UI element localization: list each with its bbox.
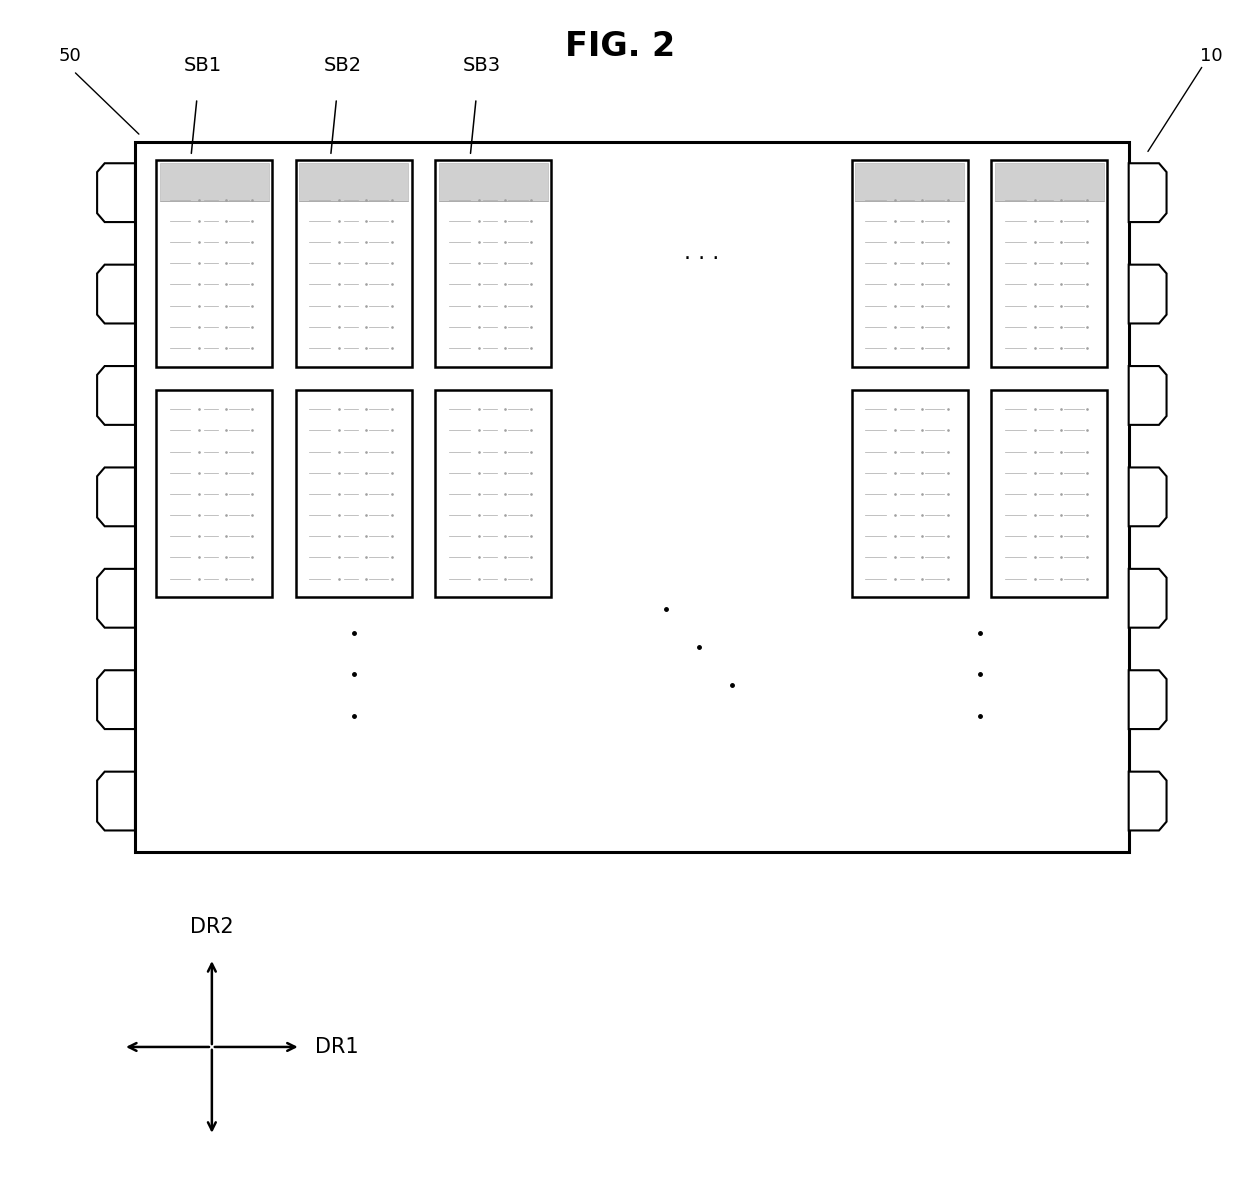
Polygon shape: [97, 569, 135, 628]
Bar: [439, 163, 548, 201]
Polygon shape: [1128, 671, 1167, 729]
Text: 50: 50: [58, 47, 81, 65]
Polygon shape: [97, 163, 135, 222]
Bar: [296, 390, 412, 597]
Bar: [156, 160, 273, 367]
Polygon shape: [1128, 366, 1167, 425]
Bar: [160, 163, 269, 201]
Bar: [856, 163, 965, 201]
Text: SB3: SB3: [463, 56, 501, 75]
Bar: [992, 390, 1107, 597]
Text: SB2: SB2: [324, 56, 362, 75]
Bar: [435, 390, 552, 597]
Polygon shape: [97, 467, 135, 526]
Bar: [156, 390, 273, 597]
Bar: [135, 142, 1128, 852]
Text: FIG. 2: FIG. 2: [565, 30, 675, 63]
Bar: [994, 163, 1104, 201]
Polygon shape: [97, 671, 135, 729]
Polygon shape: [1128, 265, 1167, 323]
Text: SB1: SB1: [184, 56, 222, 75]
Polygon shape: [97, 771, 135, 830]
Bar: [852, 390, 967, 597]
Bar: [992, 160, 1107, 367]
Bar: [296, 160, 412, 367]
Bar: [299, 163, 408, 201]
Polygon shape: [1128, 467, 1167, 526]
Polygon shape: [1128, 163, 1167, 222]
Bar: [435, 160, 552, 367]
Text: 10: 10: [1199, 47, 1223, 65]
Text: DR1: DR1: [315, 1037, 358, 1056]
Polygon shape: [1128, 569, 1167, 628]
Polygon shape: [97, 265, 135, 323]
Text: . . .: . . .: [684, 243, 719, 263]
Text: DR2: DR2: [190, 917, 233, 937]
Bar: [852, 160, 967, 367]
Polygon shape: [97, 366, 135, 425]
Polygon shape: [1128, 771, 1167, 830]
